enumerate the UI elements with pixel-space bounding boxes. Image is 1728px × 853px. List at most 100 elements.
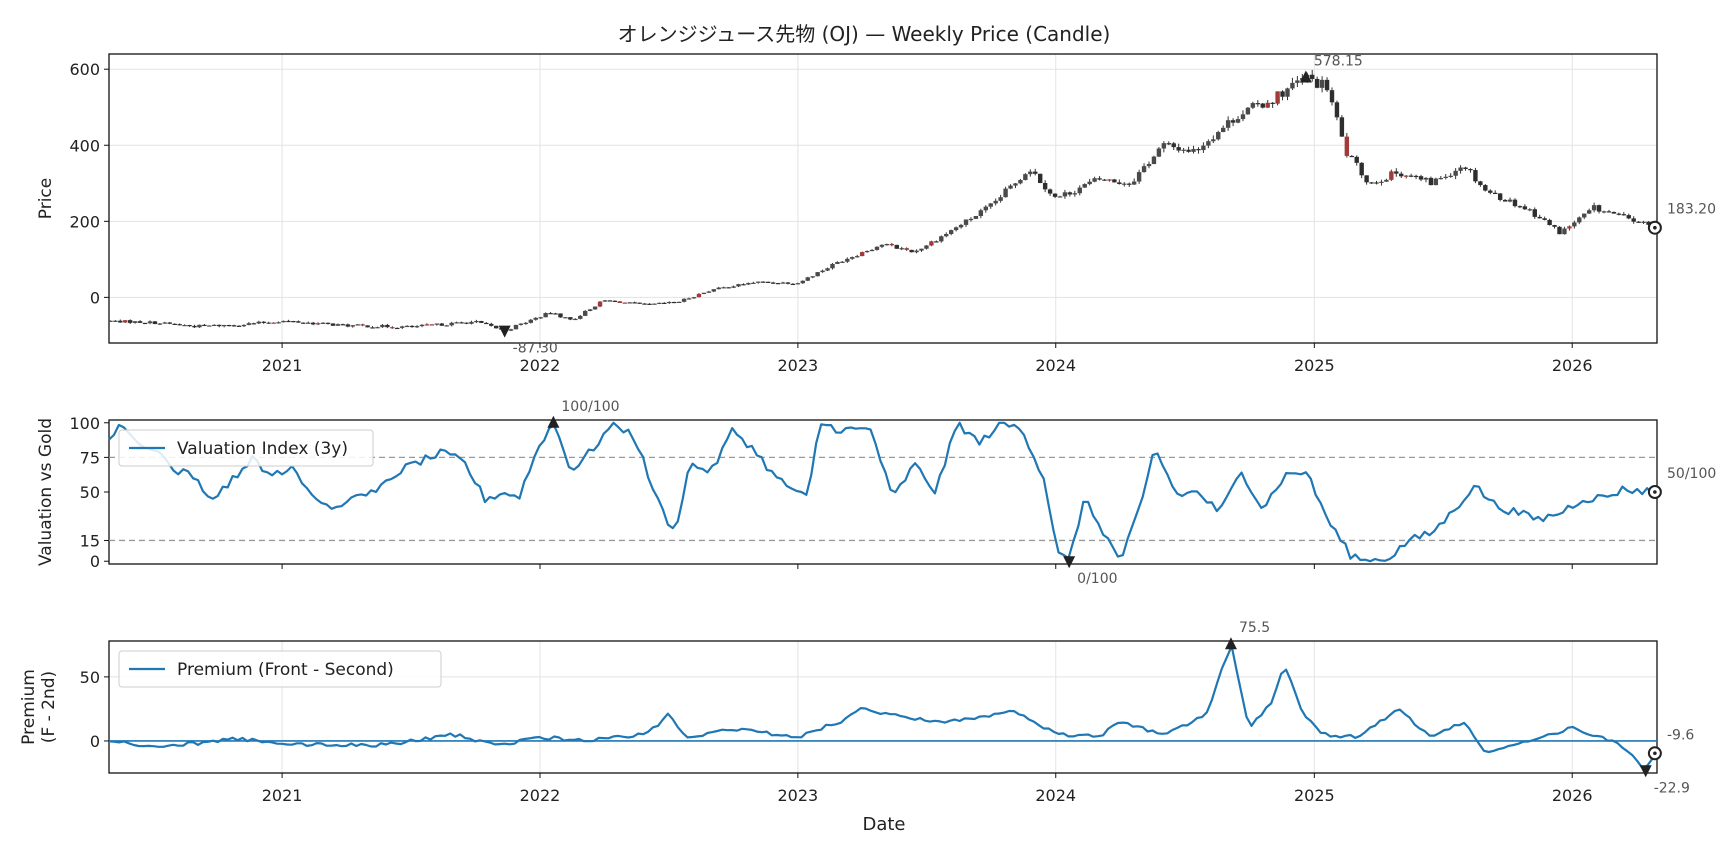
candle-body (538, 317, 543, 319)
annotation-marker-dot (1653, 490, 1657, 494)
candle-body (1408, 175, 1414, 177)
candle-body (182, 325, 187, 327)
candle-body (310, 322, 316, 325)
candle-body (1438, 177, 1444, 180)
y-tick-label: 75 (80, 448, 100, 467)
candle-body (894, 244, 899, 249)
x-tick-label: 2022 (520, 786, 561, 805)
candle-body (874, 246, 880, 250)
candle-body (118, 320, 123, 323)
candle-body (137, 321, 143, 323)
annotation-marker (547, 415, 560, 428)
candle-body (1557, 226, 1562, 235)
candle-body (1245, 107, 1251, 115)
candle-body (622, 302, 627, 304)
candle-body (1082, 184, 1087, 188)
candle-body (236, 325, 242, 327)
candle-body (177, 324, 182, 326)
candle-body (518, 323, 524, 325)
candle-body (1127, 183, 1132, 185)
candle-body (1616, 213, 1622, 215)
candle-body (266, 322, 271, 324)
candle-body (721, 287, 726, 289)
candle-body (1038, 173, 1043, 183)
y-tick-label: 200 (69, 212, 100, 231)
y-tick-label: 50 (80, 668, 100, 687)
candle-body (1290, 82, 1295, 89)
candle-body (429, 324, 435, 326)
annotation-marker (1299, 70, 1312, 83)
series-line (108, 645, 1653, 769)
candle-body (756, 281, 761, 283)
candle-body (261, 321, 266, 323)
candle-body (696, 293, 702, 298)
candle-body (1161, 143, 1167, 149)
candle-body (919, 248, 924, 251)
candle-body (637, 302, 642, 304)
candle-body (672, 301, 677, 304)
y-axis-label: (F - 2nd) (39, 671, 59, 743)
candle-body (1201, 145, 1206, 151)
x-tick-label: 2024 (1035, 786, 1076, 805)
candle-body (1443, 176, 1448, 178)
candle-body (1527, 209, 1533, 211)
candle-body (301, 322, 306, 324)
candle-body (983, 206, 988, 211)
candle-body (241, 324, 247, 327)
candle-body (513, 324, 519, 330)
candle-body (1295, 80, 1300, 83)
candle-body (152, 321, 158, 325)
annotation-marker (1063, 556, 1076, 569)
candle-body (1240, 114, 1246, 120)
candle-body (597, 301, 603, 307)
candle-body (404, 325, 410, 328)
candle-body (1631, 218, 1636, 222)
candle-body (652, 303, 657, 305)
candle-body (632, 302, 637, 304)
x-tick-label: 2024 (1035, 356, 1076, 375)
candle-body (1250, 103, 1256, 108)
candle-body (1042, 182, 1048, 190)
candle-body (484, 322, 489, 325)
candle-body (612, 300, 618, 302)
candle-body (657, 302, 662, 305)
candle-body (1146, 164, 1152, 167)
candle-body (1596, 205, 1602, 212)
candle-body (835, 261, 840, 264)
candle-body (1285, 88, 1290, 97)
candle-body (390, 327, 395, 329)
candle-body (998, 197, 1003, 201)
candle-body (1255, 103, 1261, 105)
candle-body (1216, 132, 1221, 140)
candle-body (217, 324, 222, 327)
candle-body (1502, 199, 1508, 202)
candle-body (1463, 167, 1468, 169)
candle-body (1225, 120, 1231, 128)
candle-body (1156, 148, 1162, 157)
candle-body (746, 282, 751, 285)
candle-body (246, 323, 252, 325)
candle-body (1403, 175, 1409, 177)
candle-body (1023, 174, 1028, 181)
candle-body (1433, 178, 1439, 186)
candle-body (147, 321, 153, 324)
annotation-label: 75.5 (1239, 620, 1270, 636)
candle-body (202, 324, 207, 327)
candle-body (701, 292, 707, 294)
candle-body (444, 325, 449, 327)
candle-body (1107, 179, 1112, 181)
candle-body (1013, 183, 1018, 186)
candle-body (523, 322, 529, 325)
candle-body (1453, 170, 1458, 176)
candle-body (904, 248, 909, 250)
candle-body (1334, 102, 1340, 118)
candle-body (1379, 181, 1384, 183)
candle-body (993, 200, 998, 204)
candle-body (780, 282, 786, 284)
y-tick-label: 50 (80, 483, 100, 502)
candle-body (642, 303, 647, 305)
candle-body (325, 322, 331, 324)
candle-body (1220, 127, 1226, 133)
candle-body (1181, 149, 1186, 151)
